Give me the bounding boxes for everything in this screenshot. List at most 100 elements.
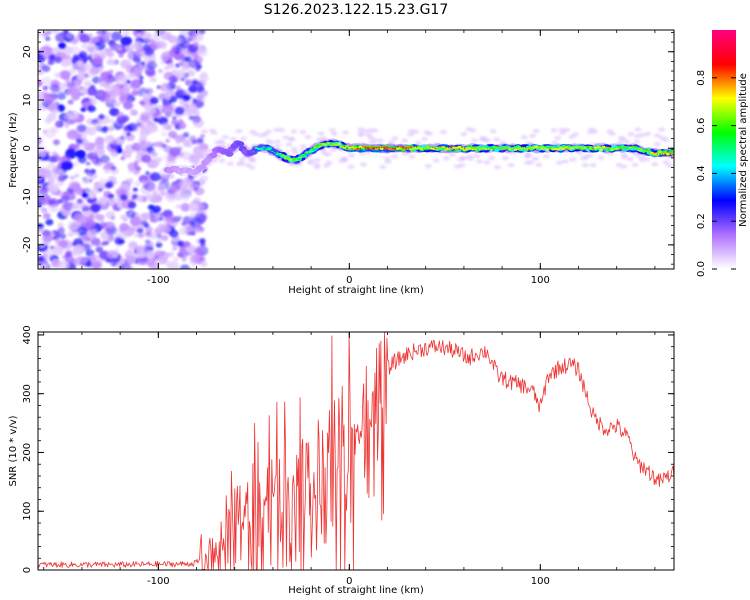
halo-blob xyxy=(633,139,641,144)
ridge-blob xyxy=(340,145,344,148)
ridge-blob xyxy=(640,149,642,151)
noise-blob xyxy=(63,174,69,179)
snr-x-label: Height of straight line (km) xyxy=(288,585,424,596)
noise-blob xyxy=(116,46,123,51)
noise-blob xyxy=(59,70,71,80)
halo-blob xyxy=(466,154,474,159)
noise-blob xyxy=(48,103,57,111)
ridge-blob xyxy=(315,144,320,147)
noise-blob xyxy=(105,227,111,232)
noise-blob xyxy=(114,101,121,107)
noise-blob xyxy=(179,264,191,269)
ridge-blob xyxy=(348,148,351,150)
noise-blob xyxy=(88,53,94,58)
ridge-blob xyxy=(457,145,461,149)
ridge-blob xyxy=(276,151,279,153)
halo-blob xyxy=(637,154,645,160)
ridge-blob xyxy=(291,157,296,160)
y-tick-label: 0 xyxy=(22,145,33,151)
noise-blob xyxy=(162,104,174,115)
noise-blob xyxy=(153,117,159,123)
noise-blob xyxy=(65,251,72,258)
ridge-blob xyxy=(414,146,419,149)
ridge-blob xyxy=(536,148,538,150)
noise-blob xyxy=(63,201,74,211)
halo-blob xyxy=(401,138,409,143)
ridge-blob xyxy=(487,148,490,150)
ridge-blob xyxy=(389,147,391,149)
ridge-blob xyxy=(236,141,245,147)
ridge-blob xyxy=(656,153,658,155)
noise-blob xyxy=(49,84,61,93)
noise-blob xyxy=(48,204,59,213)
noise-blob xyxy=(175,85,182,91)
noise-blob xyxy=(148,194,159,204)
noise-blob xyxy=(152,111,163,120)
noise-blob xyxy=(135,246,145,254)
noise-blob xyxy=(157,256,168,265)
y-tick-label: 100 xyxy=(22,502,33,521)
ridge-blob xyxy=(327,142,330,145)
ridge-blob xyxy=(316,146,319,148)
noise-blob xyxy=(199,175,209,183)
halo-blob xyxy=(476,159,484,164)
halo-blob xyxy=(379,164,387,170)
ridge-blob xyxy=(573,148,576,150)
noise-blob xyxy=(107,193,115,199)
noise-blob xyxy=(82,178,90,185)
halo-blob xyxy=(299,129,307,135)
ridge-blob xyxy=(418,148,421,150)
noise-blob xyxy=(38,139,42,144)
noise-blob xyxy=(38,226,44,234)
noise-blob xyxy=(200,134,205,139)
halo-blob xyxy=(563,127,571,133)
halo-blob xyxy=(265,138,272,144)
noise-blob xyxy=(64,77,71,83)
ridge-blob xyxy=(286,156,290,160)
ridge-blob xyxy=(600,146,602,148)
ridge-blob xyxy=(621,148,624,150)
ridge-blob xyxy=(495,146,499,149)
ridge-blob xyxy=(345,145,349,148)
halo-blob xyxy=(631,162,639,168)
noise-blob xyxy=(174,106,185,116)
halo-blob xyxy=(582,154,590,160)
ridge-blob xyxy=(279,155,282,157)
colorbar-gradient xyxy=(712,30,736,269)
ridge-blob xyxy=(632,147,634,149)
noise-blob xyxy=(139,76,144,80)
halo-blob xyxy=(199,148,207,153)
halo-blob xyxy=(459,156,467,161)
ridge-blob xyxy=(428,147,432,150)
ridge-blob xyxy=(268,149,271,151)
ridge-blob xyxy=(618,145,622,149)
noise-blob xyxy=(173,257,179,262)
halo-blob xyxy=(274,144,282,149)
noise-blob xyxy=(93,122,103,130)
noise-blob xyxy=(106,51,115,58)
ridge-blob xyxy=(642,150,646,153)
noise-blob xyxy=(88,256,95,262)
noise-blob xyxy=(50,126,59,134)
halo-blob xyxy=(285,142,293,147)
ridge-blob xyxy=(549,146,551,148)
ridge-blob xyxy=(300,156,303,158)
noise-blob xyxy=(141,179,148,185)
ridge-blob xyxy=(390,148,395,151)
noise-blob xyxy=(76,138,83,145)
ridge-blob xyxy=(544,148,546,150)
noise-blob xyxy=(123,228,134,237)
colorbar-label: Normalized spectral amplitude xyxy=(738,73,749,227)
noise-blob xyxy=(195,67,201,72)
halo-blob xyxy=(368,140,376,145)
halo-blob xyxy=(443,156,450,161)
ridge-blob xyxy=(471,147,475,150)
noise-blob xyxy=(86,43,98,54)
noise-blob xyxy=(46,183,59,194)
noise-blob xyxy=(155,242,163,248)
noise-blob xyxy=(42,234,53,243)
noise-blob xyxy=(142,32,152,40)
noise-blob xyxy=(158,212,165,218)
noise-blob xyxy=(91,158,97,163)
